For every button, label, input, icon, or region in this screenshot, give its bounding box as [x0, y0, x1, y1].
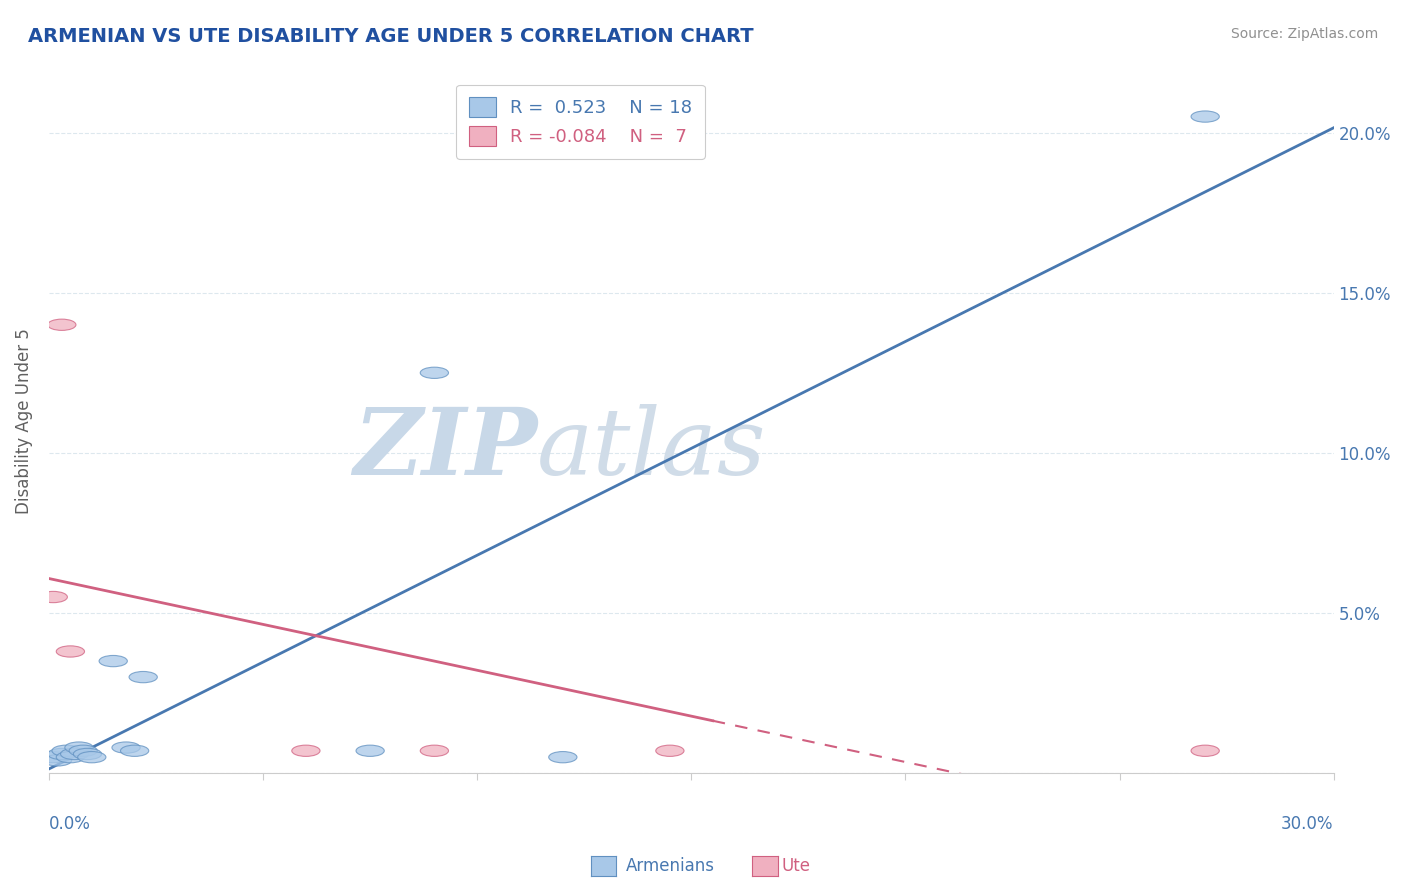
Ellipse shape [98, 656, 128, 666]
Ellipse shape [420, 745, 449, 756]
Ellipse shape [65, 742, 93, 753]
Ellipse shape [52, 745, 80, 756]
Ellipse shape [548, 752, 576, 763]
Ellipse shape [356, 745, 384, 756]
Ellipse shape [420, 368, 449, 378]
Text: Armenians: Armenians [626, 857, 714, 875]
Ellipse shape [129, 672, 157, 682]
Ellipse shape [1191, 111, 1219, 122]
Ellipse shape [69, 745, 97, 756]
Ellipse shape [44, 755, 72, 766]
Text: atlas: atlas [537, 404, 766, 494]
Ellipse shape [1191, 745, 1219, 756]
Ellipse shape [56, 752, 84, 763]
Y-axis label: Disability Age Under 5: Disability Age Under 5 [15, 328, 32, 514]
Ellipse shape [655, 745, 685, 756]
Ellipse shape [56, 646, 84, 657]
Ellipse shape [292, 745, 321, 756]
Ellipse shape [39, 591, 67, 603]
Text: 0.0%: 0.0% [49, 815, 91, 833]
Ellipse shape [112, 742, 141, 753]
Text: 30.0%: 30.0% [1281, 815, 1334, 833]
Text: Source: ZipAtlas.com: Source: ZipAtlas.com [1230, 27, 1378, 41]
Ellipse shape [48, 748, 76, 760]
Ellipse shape [48, 319, 76, 330]
Text: ARMENIAN VS UTE DISABILITY AGE UNDER 5 CORRELATION CHART: ARMENIAN VS UTE DISABILITY AGE UNDER 5 C… [28, 27, 754, 45]
Ellipse shape [39, 752, 67, 763]
Ellipse shape [121, 745, 149, 756]
Text: ZIP: ZIP [353, 404, 537, 494]
Ellipse shape [60, 748, 89, 760]
Legend: R =  0.523    N = 18, R = -0.084    N =  7: R = 0.523 N = 18, R = -0.084 N = 7 [456, 85, 704, 159]
Text: Ute: Ute [782, 857, 811, 875]
Ellipse shape [73, 748, 101, 760]
Ellipse shape [77, 752, 105, 763]
